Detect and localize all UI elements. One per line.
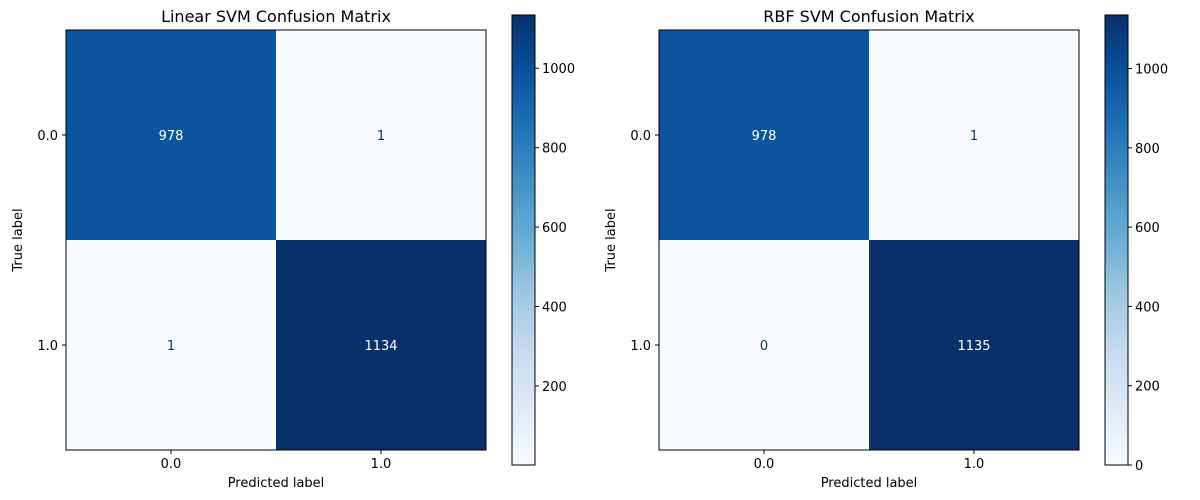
heatmap-cell [276, 240, 486, 450]
x-axis-label: Predicted label [228, 476, 325, 491]
cell-value-label: 1 [377, 129, 385, 144]
chart-title: RBF SVM Confusion Matrix [763, 7, 974, 26]
y-axis-label: True label [11, 208, 26, 272]
confusion-matrix-panel-2: RBF SVM Confusion Matrix 978 1 0 1135 0.0 1.0 0… [604, 7, 1168, 491]
heatmap-cell [869, 240, 1079, 450]
colorbar-tick-label: 1000 [1135, 63, 1168, 78]
x-tick-label: 0.0 [754, 457, 775, 472]
y-tick-label: 0.0 [630, 129, 651, 144]
colorbar-tick-label: 400 [1135, 300, 1160, 315]
confusion-matrix-panel-1: Linear SVM Confusion Matrix 978 1 1 1134 0.0 1… [11, 7, 575, 491]
colorbar-tick-label: 800 [1135, 142, 1160, 157]
colorbar-tick-label: 200 [1135, 380, 1160, 395]
y-tick-label: 0.0 [37, 129, 58, 144]
colorbar-tick-label: 600 [542, 221, 567, 236]
cell-value-label: 1 [970, 129, 978, 144]
x-axis-label: Predicted label [821, 476, 918, 491]
cell-value-label: 978 [159, 129, 184, 144]
x-tick-label: 1.0 [371, 457, 392, 472]
cell-value-label: 0 [760, 339, 768, 354]
colorbar-gradient [1104, 14, 1129, 466]
colorbar-tick-label: 200 [542, 380, 567, 395]
colorbar: 0 200 400 600 800 1000 [1104, 14, 1168, 474]
cell-value-label: 978 [752, 129, 777, 144]
x-tick-label: 1.0 [964, 457, 985, 472]
cell-value-label: 1135 [957, 339, 990, 354]
colorbar: 200 400 600 800 1000 [511, 14, 575, 466]
heatmap-cell [66, 30, 276, 240]
colorbar-tick-label: 1000 [542, 62, 575, 77]
axes-frame [65, 29, 487, 451]
y-tick-label: 1.0 [37, 339, 58, 354]
heatmap-cell [659, 240, 869, 450]
heatmap-cell [869, 30, 1079, 240]
colorbar-tick-label: 600 [1135, 221, 1160, 236]
chart-title: Linear SVM Confusion Matrix [161, 7, 391, 26]
axes-frame [658, 29, 1080, 451]
colorbar-tick-label: 400 [542, 301, 567, 316]
cell-value-label: 1 [167, 339, 175, 354]
y-tick-label: 1.0 [630, 339, 651, 354]
heatmap-cell [276, 30, 486, 240]
heatmap-cell [659, 30, 869, 240]
heatmap-cell [66, 240, 276, 450]
colorbar-tick-label: 0 [1135, 459, 1143, 474]
colorbar-tick-label: 800 [542, 142, 567, 157]
cell-value-label: 1134 [364, 339, 397, 354]
y-axis-label: True label [604, 208, 619, 272]
colorbar-gradient [511, 14, 536, 466]
x-tick-label: 0.0 [161, 457, 182, 472]
